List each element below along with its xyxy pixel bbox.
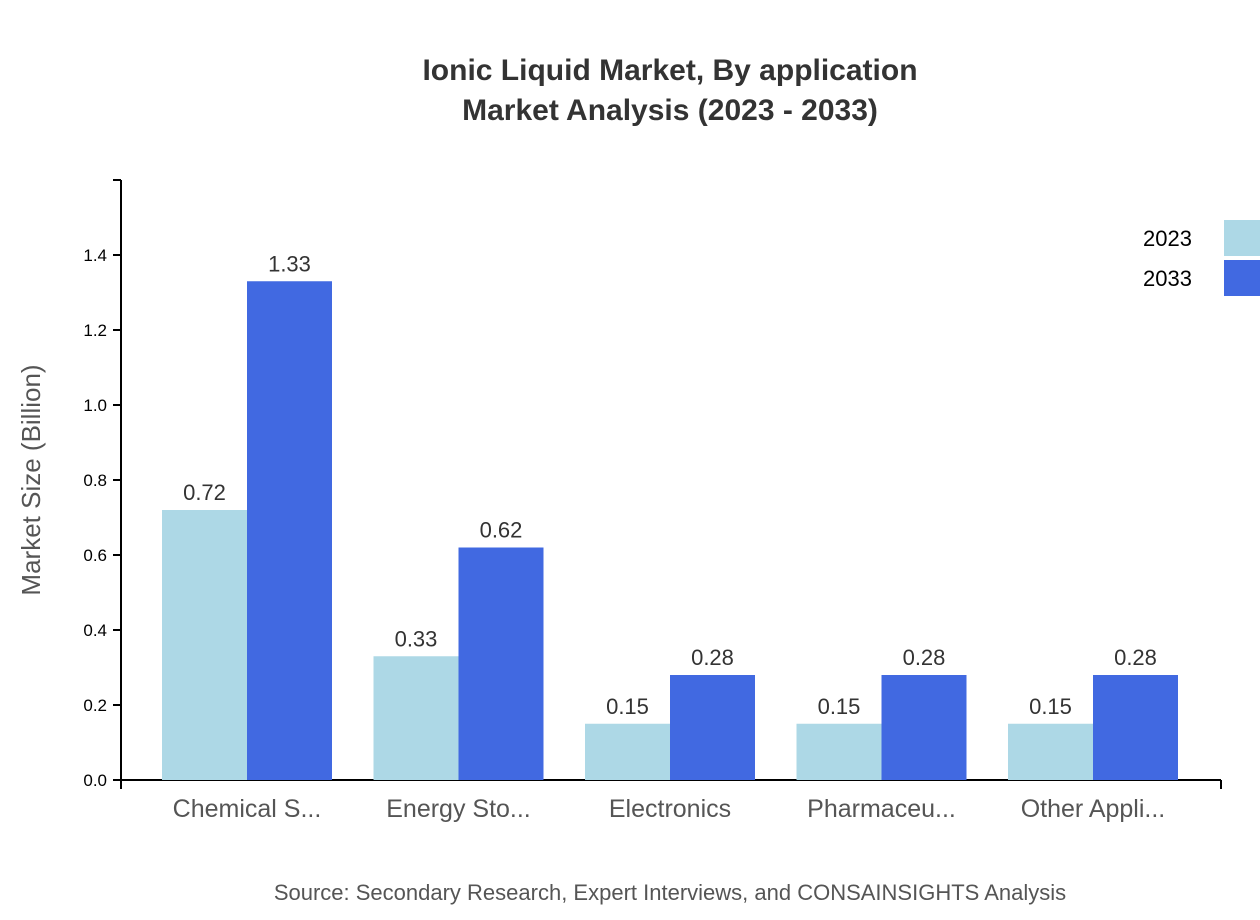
bar-2023 <box>1008 723 1093 780</box>
y-axis-label: Market Size (Billion) <box>16 364 46 595</box>
y-tick-label: 0.8 <box>83 471 107 490</box>
source-note: Source: Secondary Research, Expert Inter… <box>274 880 1066 905</box>
bar-2023 <box>373 656 459 780</box>
bar-2033 <box>670 675 755 780</box>
data-label: 0.28 <box>691 645 734 670</box>
bar-2033 <box>1093 675 1178 780</box>
chart-subtitle: Market Analysis (2023 - 2033) <box>462 94 878 127</box>
data-label: 0.28 <box>903 645 946 670</box>
bar-2023 <box>585 723 670 780</box>
legend-label: 2023 <box>1143 226 1192 251</box>
y-tick-label: 1.0 <box>83 396 107 415</box>
legend-label: 2033 <box>1143 266 1192 291</box>
y-tick-label: 0.0 <box>83 771 107 790</box>
data-label: 1.33 <box>268 251 311 276</box>
y-tick-label: 0.2 <box>83 696 107 715</box>
data-label: 0.28 <box>1114 645 1157 670</box>
data-label: 0.33 <box>395 626 438 651</box>
x-tick-label: Pharmaceu... <box>807 795 956 823</box>
x-tick-label: Electronics <box>609 795 731 823</box>
bar-2033 <box>458 547 544 780</box>
y-tick-label: 0.6 <box>83 546 107 565</box>
data-label: 0.72 <box>183 480 226 505</box>
data-label: 0.15 <box>1029 694 1072 719</box>
x-tick-label: Other Appli... <box>1021 795 1166 823</box>
data-label: 0.15 <box>606 694 649 719</box>
bar-2033 <box>881 675 967 780</box>
bar-2023 <box>796 723 882 780</box>
bar-2033 <box>247 281 332 780</box>
x-tick-label: Chemical S... <box>173 795 322 823</box>
y-tick-label: 1.2 <box>83 321 107 340</box>
chart-title: Ionic Liquid Market, By application <box>422 54 917 87</box>
legend-swatch <box>1224 260 1260 296</box>
data-label: 0.62 <box>480 518 523 543</box>
y-tick-label: 1.4 <box>83 246 107 265</box>
bar-2023 <box>162 510 247 780</box>
x-tick-label: Energy Sto... <box>386 795 531 823</box>
legend-swatch <box>1224 220 1260 256</box>
data-label: 0.15 <box>818 694 861 719</box>
y-tick-label: 0.4 <box>83 621 107 640</box>
